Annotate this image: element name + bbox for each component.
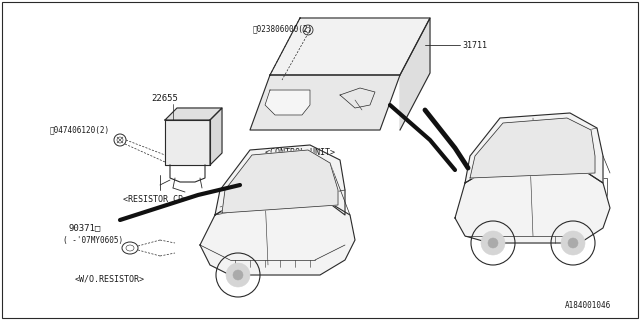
Text: <CONTROL UNIT>: <CONTROL UNIT> (265, 148, 335, 157)
Circle shape (226, 263, 250, 287)
Polygon shape (165, 108, 222, 120)
Circle shape (561, 231, 585, 255)
Text: 31711: 31711 (462, 41, 487, 50)
Text: Ⓞ047406120(2): Ⓞ047406120(2) (50, 125, 110, 134)
Text: <RESISTOR CP>: <RESISTOR CP> (122, 195, 188, 204)
Circle shape (568, 238, 578, 248)
Polygon shape (465, 113, 603, 183)
Circle shape (283, 213, 287, 217)
Bar (595, 178, 607, 198)
Polygon shape (222, 150, 338, 213)
Polygon shape (215, 145, 345, 215)
Polygon shape (470, 118, 595, 178)
Polygon shape (200, 195, 355, 275)
Polygon shape (165, 120, 210, 165)
Text: ( -'07MY0605): ( -'07MY0605) (63, 236, 123, 244)
Polygon shape (455, 163, 610, 243)
Text: ⓝ023806000(2): ⓝ023806000(2) (253, 25, 313, 34)
Circle shape (488, 238, 498, 248)
Polygon shape (400, 18, 430, 130)
Text: A184001046: A184001046 (565, 301, 611, 310)
Circle shape (233, 270, 243, 280)
Polygon shape (270, 18, 430, 75)
Polygon shape (250, 75, 400, 130)
Polygon shape (210, 108, 222, 165)
Text: <W/O.RESISTOR>: <W/O.RESISTOR> (75, 275, 145, 284)
Polygon shape (265, 90, 310, 115)
Circle shape (481, 231, 505, 255)
Text: 90371□: 90371□ (68, 223, 100, 233)
Text: 22655: 22655 (152, 93, 179, 102)
